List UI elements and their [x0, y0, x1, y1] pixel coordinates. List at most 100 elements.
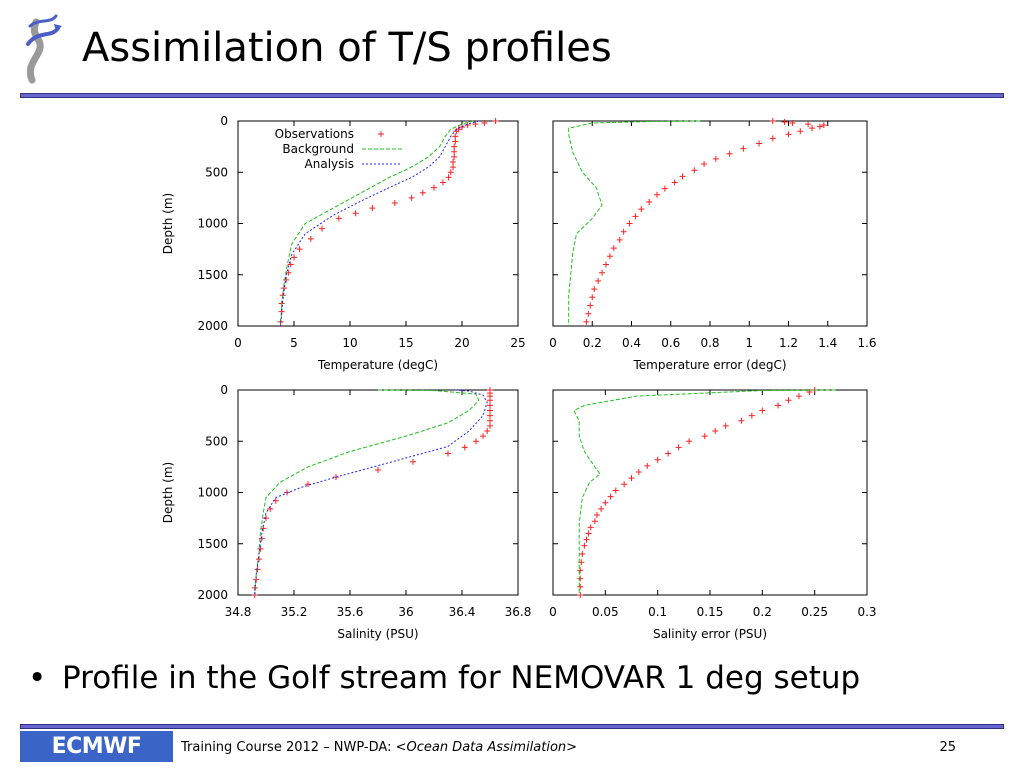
- x-tick-label: 35.6: [337, 605, 364, 619]
- observation-point: [287, 261, 294, 268]
- analysis-line: [254, 389, 488, 596]
- bullet-text: Profile in the Golf stream for NEMOVAR 1…: [62, 660, 861, 696]
- x-tick-label: 25: [510, 336, 525, 350]
- observation-point: [473, 438, 479, 445]
- x-axis-label: Temperature (degC): [317, 358, 438, 372]
- observation-point: [487, 402, 493, 409]
- observation-point: [789, 120, 796, 127]
- observation-point: [451, 153, 458, 160]
- x-tick-label: 15: [398, 336, 413, 350]
- observation-point: [480, 433, 486, 440]
- observation-point: [410, 458, 416, 465]
- x-axis-label: Salinity (PSU): [337, 627, 418, 641]
- observation-point: [451, 143, 458, 150]
- observation-point: [452, 133, 459, 140]
- y-tick-label: 500: [205, 165, 228, 179]
- x-tick-label: 0.4: [622, 336, 641, 350]
- observation-point: [579, 551, 586, 557]
- x-tick-label: 0.15: [697, 605, 724, 619]
- y-tick-label: 0: [220, 383, 228, 397]
- observation-point: [598, 505, 605, 512]
- observation-point: [391, 200, 398, 206]
- observation-point: [450, 164, 457, 171]
- background-line: [573, 389, 836, 595]
- observation-point: [701, 161, 708, 168]
- observation-point: [452, 138, 459, 145]
- footer-divider: [20, 724, 1004, 729]
- observation-point: [712, 155, 719, 162]
- observation-point: [610, 245, 617, 252]
- x-tick-label: 20: [454, 336, 469, 350]
- observation-point: [591, 518, 598, 525]
- observation-point: [581, 542, 588, 549]
- background-line: [280, 120, 474, 327]
- footer-logo: ECMWF: [20, 731, 173, 762]
- observation-point: [809, 125, 816, 132]
- y-tick-label: 1000: [197, 486, 228, 500]
- observation-point: [805, 121, 812, 128]
- x-tick-label: 36.8: [505, 605, 532, 619]
- x-tick-label: 5: [290, 336, 298, 350]
- y-axis-label: Depth (m): [161, 462, 175, 523]
- observation-point: [583, 318, 590, 325]
- bullet-item: • Profile in the Golf stream for NEMOVAR …: [28, 656, 860, 700]
- x-tick-label: 0.2: [753, 605, 772, 619]
- x-tick-label: 0.8: [700, 336, 719, 350]
- observation-point: [635, 469, 642, 475]
- observation-point: [335, 215, 342, 222]
- observation-point: [591, 286, 598, 293]
- legend-observations-marker: [378, 131, 384, 137]
- observation-point: [419, 189, 426, 196]
- observation-point: [352, 210, 359, 217]
- observation-point: [472, 121, 479, 128]
- observation-point: [461, 444, 468, 451]
- x-tick-label: 36.4: [449, 605, 476, 619]
- x-tick-label: 0.05: [592, 605, 619, 619]
- observation-point: [748, 412, 755, 419]
- observation-point: [691, 167, 698, 174]
- observation-point: [450, 159, 457, 165]
- observation-point: [816, 123, 823, 130]
- chart-panel-4: [552, 387, 868, 598]
- observation-point: [602, 261, 609, 268]
- observation-point: [712, 428, 719, 434]
- observation-point: [487, 397, 493, 404]
- x-tick-label: 36: [398, 605, 413, 619]
- observation-point: [284, 489, 290, 496]
- observation-point: [738, 417, 745, 424]
- observation-point: [671, 179, 678, 186]
- observation-point: [620, 228, 627, 235]
- background-line: [254, 389, 480, 596]
- y-tick-label: 2000: [197, 319, 228, 333]
- observation-point: [375, 466, 381, 473]
- observation-point: [587, 524, 594, 531]
- observation-point: [626, 220, 633, 227]
- observation-point: [263, 515, 269, 522]
- observation-point: [654, 191, 661, 198]
- observation-point: [661, 185, 668, 192]
- observation-point: [781, 119, 788, 126]
- y-tick-label: 1000: [197, 217, 228, 231]
- background-line: [568, 120, 701, 326]
- observation-point: [445, 174, 452, 181]
- observation-point: [453, 128, 460, 135]
- observation-point: [369, 205, 376, 212]
- x-tick-label: 0: [234, 336, 242, 350]
- observation-point: [599, 269, 606, 276]
- observation-point: [445, 450, 451, 457]
- observation-point: [722, 422, 729, 429]
- y-tick-label: 500: [205, 434, 228, 448]
- observation-point: [319, 225, 325, 232]
- x-tick-label: 10: [342, 336, 357, 350]
- observation-point: [487, 407, 493, 414]
- x-tick-label: 0.2: [583, 336, 602, 350]
- observation-point: [589, 294, 596, 301]
- observation-point: [431, 184, 437, 191]
- footer-text-prefix: Training Course 2012 – NWP-DA: <: [181, 740, 407, 755]
- observation-point: [797, 128, 804, 135]
- observation-point: [628, 475, 635, 482]
- observation-point: [820, 122, 827, 129]
- footer-text-italic: Ocean Data Assimilation: [406, 740, 567, 755]
- observation-point: [740, 145, 747, 152]
